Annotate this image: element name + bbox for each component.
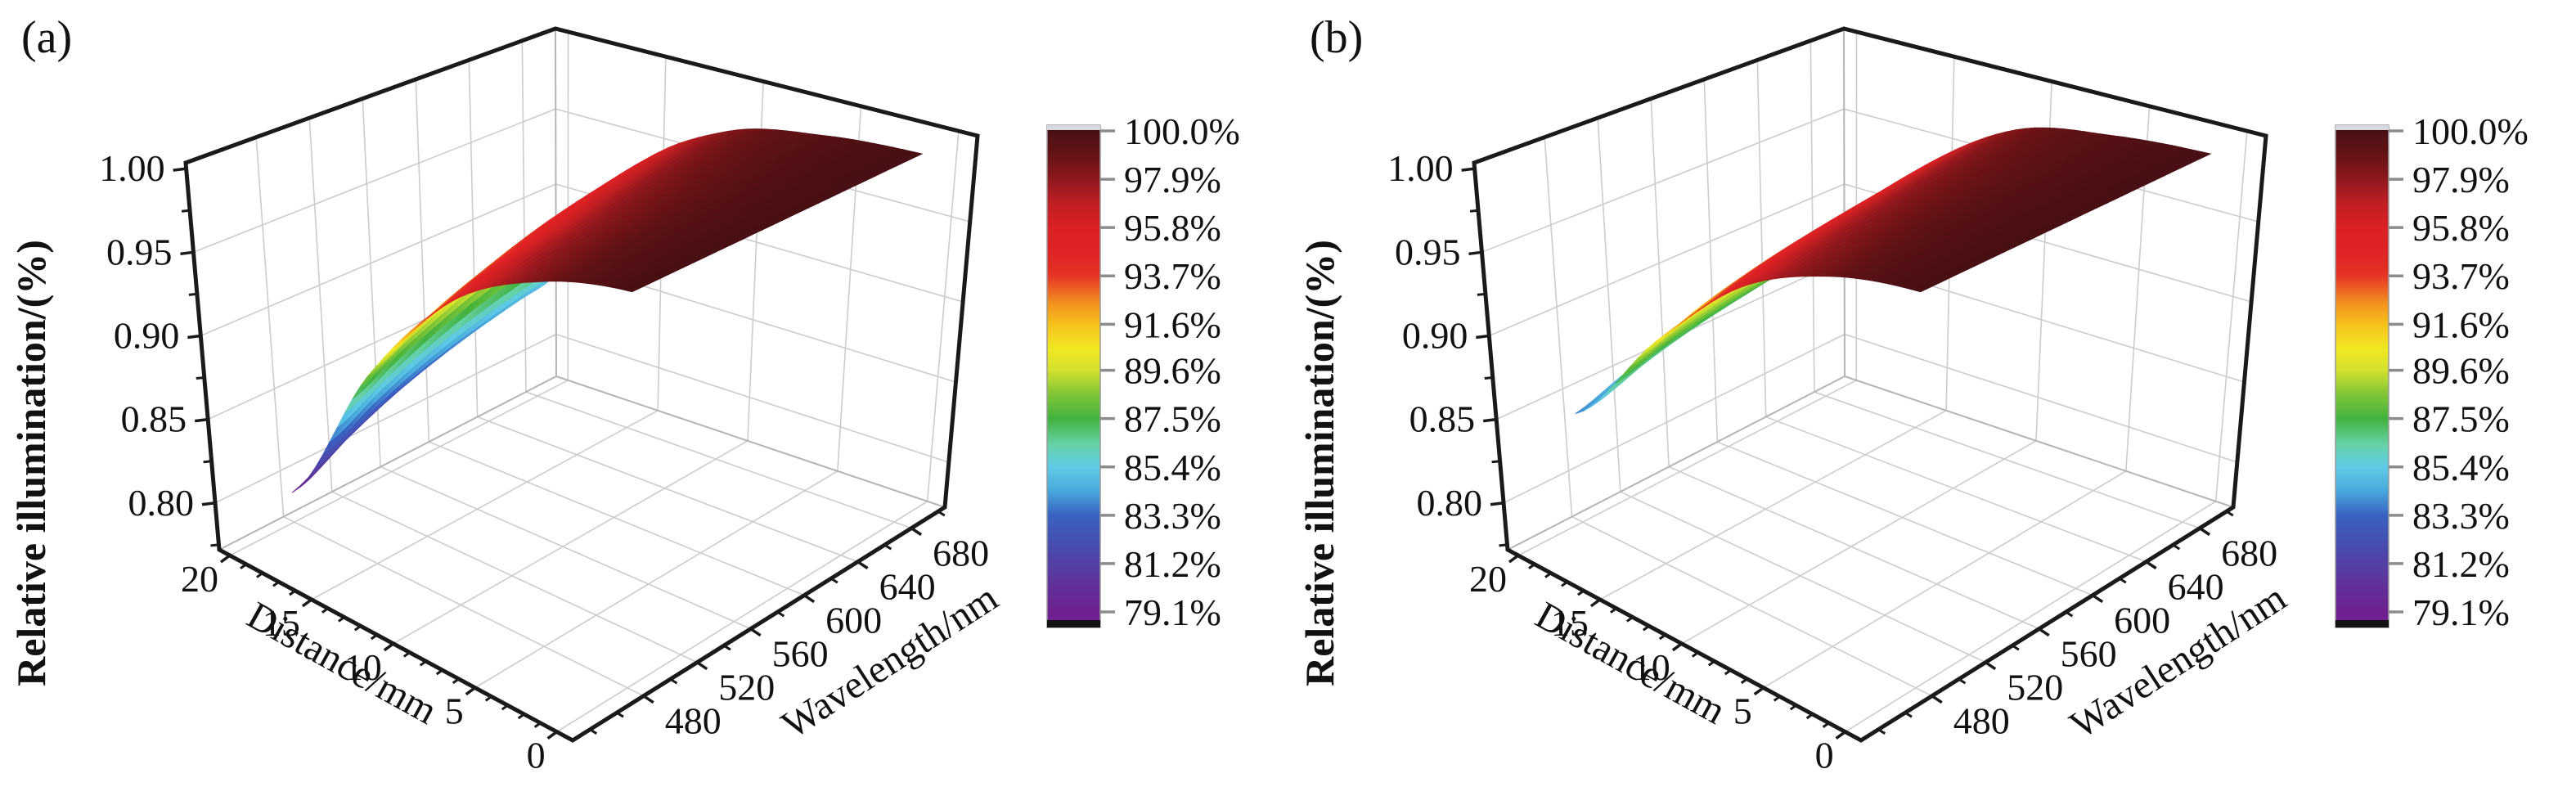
z-tick-label: 0.90 <box>1402 314 1468 356</box>
x-tick-label: 10 <box>344 646 382 688</box>
colorbar: 100.0% 97.9% 95.8% 93.7% 91.6% 89.6% 87.5% 85.4… <box>2335 110 2529 633</box>
y-tick-label: 520 <box>718 667 775 708</box>
x-tick-label: 5 <box>1733 690 1752 732</box>
panel-b: 1.00 0.95 0.90 0.85 0.80 20 15 10 5 0 480 520 560 600… <box>1288 0 2576 796</box>
surface-mesh <box>291 128 924 493</box>
tick-labels: 1.00 0.95 0.90 0.85 0.80 20 15 10 5 0 480520560600… <box>1387 147 2277 776</box>
y-tick-label: 480 <box>665 700 722 742</box>
panel-a: 1.00 0.95 0.90 0.85 0.80 20 15 10 5 0 480 520 560 600… <box>8 12 1240 776</box>
x-tick-label: 20 <box>1469 558 1507 600</box>
surface-plot-b: 1.00 0.95 0.90 0.85 0.80 20 15 10 5 0 480520560600… <box>1387 26 2529 776</box>
axes-box <box>1472 26 2268 743</box>
panel-a-label: (a) <box>21 12 73 63</box>
colorbar-tick-label: 100.0% <box>1124 110 1240 152</box>
y-tick-label: 600 <box>2114 600 2170 641</box>
z-tick-label: 0.85 <box>121 398 187 440</box>
x-tick-label: 20 <box>181 558 218 600</box>
colorbar-tick-label: 91.6% <box>1124 304 1221 345</box>
colorbar-over-cap <box>1047 125 1100 130</box>
colorbar-tick-label: 91.6% <box>2412 304 2510 345</box>
colorbar-tick-label: 79.1% <box>1124 591 1221 633</box>
axis-ticks <box>173 167 946 740</box>
y-tick-label: 480 <box>1953 700 2010 742</box>
colorbar-tick-label: 87.5% <box>1124 398 1221 440</box>
x-tick-label: 0 <box>1815 735 1834 776</box>
tick-labels: 1.00 0.95 0.90 0.85 0.80 20 15 10 5 0 480520560600… <box>99 147 989 776</box>
z-axis-title-b: Relative illumination/(%) <box>1297 240 1342 686</box>
axis-ticks <box>1461 167 2234 740</box>
colorbar-tick-label: 93.7% <box>1124 255 1221 297</box>
colorbar-tick-label: 93.7% <box>2412 255 2510 297</box>
axes-box <box>183 26 980 743</box>
x-tick-label: 10 <box>1633 646 1670 688</box>
colorbar-tick-label: 83.3% <box>1124 495 1221 537</box>
y-tick-label: 680 <box>933 533 989 574</box>
colorbar-tick-label: 85.4% <box>1124 447 1221 488</box>
colorbar-tick-label: 81.2% <box>1124 543 1221 585</box>
y-tick-label: 520 <box>2007 667 2063 708</box>
z-tick-label: 0.80 <box>128 482 195 524</box>
y-tick-label: 640 <box>2168 566 2224 608</box>
colorbar-tick-label: 89.6% <box>1124 350 1221 392</box>
y-tick-label: 560 <box>772 633 829 675</box>
colorbar-tick-label: 95.8% <box>2412 207 2510 249</box>
panel-b-label: (b) <box>1310 12 1364 63</box>
y-tick-label: 680 <box>2221 533 2277 574</box>
x-tick-label: 0 <box>527 735 546 776</box>
colorbar-tick-label: 87.5% <box>2412 398 2510 440</box>
surface-mesh <box>1575 127 2212 415</box>
surface-plot-a: 1.00 0.95 0.90 0.85 0.80 20 15 10 5 0 480520560600… <box>99 26 1240 776</box>
colorbar-under-cap <box>1047 620 1100 627</box>
colorbar-gradient <box>1046 124 1101 628</box>
colorbar-tick-label: 97.9% <box>2412 159 2510 200</box>
colorbar-under-cap <box>2335 620 2389 627</box>
z-tick-label: 0.90 <box>114 314 180 356</box>
z-tick-label: 0.95 <box>1395 231 1461 272</box>
colorbar-over-cap <box>2335 125 2389 130</box>
colorbar-tick-label: 81.2% <box>2412 543 2510 585</box>
colorbar-gradient <box>2335 124 2389 628</box>
colorbar-tick-label: 100.0% <box>2412 110 2529 152</box>
colorbar-tick-label: 85.4% <box>2412 447 2510 488</box>
z-tick-label: 0.85 <box>1409 398 1476 440</box>
z-axis-title-a: Relative illumination/(%) <box>8 240 54 686</box>
x-tick-label: 5 <box>445 690 464 732</box>
colorbar: 100.0% 97.9% 95.8% 93.7% 91.6% 89.6% 87.5% 85.4… <box>1046 110 1240 633</box>
y-tick-label: 560 <box>2061 633 2117 675</box>
z-tick-label: 0.95 <box>106 231 173 272</box>
y-tick-label: 600 <box>825 600 882 641</box>
x-tick-label: 15 <box>263 602 300 644</box>
z-tick-label: 0.80 <box>1417 482 1483 524</box>
z-tick-label: 1.00 <box>1387 147 1454 189</box>
colorbar-tick-label: 83.3% <box>2412 495 2510 537</box>
z-tick-label: 1.00 <box>99 147 165 189</box>
y-tick-label: 640 <box>879 566 936 608</box>
colorbar-tick-label: 89.6% <box>2412 350 2510 392</box>
x-tick-label: 15 <box>1551 602 1589 644</box>
colorbar-tick-label: 97.9% <box>1124 159 1221 200</box>
colorbar-tick-label: 95.8% <box>1124 207 1221 249</box>
colorbar-tick-label: 79.1% <box>2412 591 2510 633</box>
